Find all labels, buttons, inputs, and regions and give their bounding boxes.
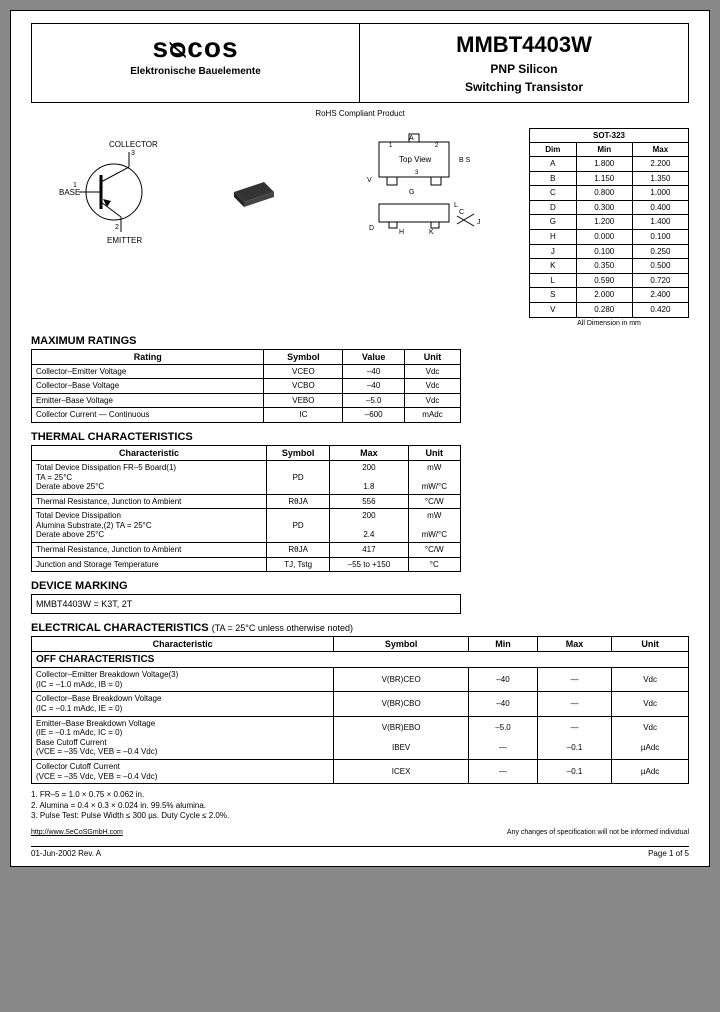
elec-table: Characteristic Symbol Min Max Unit OFF C… [31,636,689,784]
part-sub2: Switching Transistor [368,80,680,94]
svg-text:1: 1 [389,143,393,149]
table-row: Emitter–Base VoltageVEBO–5.0Vdc [32,393,461,408]
svg-text:A: A [409,135,414,142]
table-row: Collector–Emitter VoltageVCEO–40Vdc [32,364,461,379]
thermal-table: Characteristic Symbol Max Unit Total Dev… [31,445,461,572]
table-row: Junction and Storage TemperatureTJ, Tstg… [32,557,461,572]
package-outline-icon: Top View A B S V G 1 2 3 C D [339,132,489,254]
footer-page: Page 1 of 5 [648,849,689,858]
diagrams: COLLECTOR BASE EMITTER 3 1 2 [31,128,517,327]
table-row: Thermal Resistance, Junction to AmbientR… [32,543,461,558]
svg-text:C: C [459,209,464,216]
url: http://www.SeCoSGmbH.com [31,829,123,836]
elec-title: ELECTRICAL CHARACTERISTICS (TA = 25°C un… [31,622,689,634]
footnotes: 1. FR–5 = 1.0 × 0.75 × 0.062 in. 2. Alum… [31,790,689,821]
note-1: 1. FR–5 = 1.0 × 0.75 × 0.062 in. [31,790,689,800]
logo: sᴓcos [40,32,351,64]
svg-text:1: 1 [73,182,77,189]
marking-title: DEVICE MARKING [31,580,689,592]
svg-text:J: J [477,219,481,226]
table-row: Collector Cutoff Current (VCE = –35 Vdc,… [32,760,689,784]
table-row: Collector Current — ContinuousIC–600mAdc [32,408,461,423]
svg-text:BASE: BASE [59,188,80,197]
pkg-header-row: Dim Min Max [530,143,689,157]
table-row: V0.2800.420 [530,302,689,317]
datasheet-page: sᴓcos Elektronische Bauelemente MMBT4403… [10,10,710,867]
max-ratings-title: MAXIMUM RATINGS [31,335,689,347]
header-title-cell: MMBT4403W PNP Silicon Switching Transist… [360,24,688,102]
table-row: Emitter–Base Breakdown Voltage (IE = –0.… [32,716,689,759]
off-char-subhead: OFF CHARACTERISTICS [32,652,689,668]
thermal-title: THERMAL CHARACTERISTICS [31,431,689,443]
part-sub1: PNP Silicon [368,62,680,76]
table-row: D0.3000.400 [530,200,689,215]
table-row: S2.0002.400 [530,288,689,303]
disclaimer-row: http://www.SeCoSGmbH.com Any changes of … [31,829,689,836]
marking-box: MMBT4403W = K3T, 2T [31,594,461,614]
rohs-note: RoHS Compliant Product [31,109,689,118]
table-row: H0.0000.100 [530,229,689,244]
svg-text:Top View: Top View [399,155,432,164]
part-number: MMBT4403W [368,32,680,58]
table-row: B1.1501.350 [530,171,689,186]
table-row: Collector–Emitter Breakdown Voltage(3) (… [32,668,689,692]
pinout-diagram: COLLECTOR BASE EMITTER 3 1 2 [59,137,169,249]
svg-text:K: K [429,229,434,236]
svg-text:B S: B S [459,157,471,164]
logo-subtitle: Elektronische Bauelemente [40,66,351,77]
table-row: L0.5900.720 [530,273,689,288]
svg-text:D: D [369,225,374,232]
top-section: COLLECTOR BASE EMITTER 3 1 2 [31,128,689,327]
disclaimer: Any changes of specification will not be… [507,829,689,836]
svg-text:3: 3 [415,170,419,176]
table-row: A1.8002.200 [530,157,689,172]
svg-text:G: G [409,189,414,196]
note-2: 2. Alumina = 0.4 × 0.3 × 0.024 in. 99.5%… [31,801,689,811]
table-row: Thermal Resistance, Junction to AmbientR… [32,494,461,509]
transistor-symbol-icon: COLLECTOR BASE EMITTER 3 1 2 [59,137,169,247]
table-row: Collector–Base Breakdown Voltage (IC = –… [32,692,689,716]
svg-text:H: H [399,229,404,236]
table-row: G1.2001.400 [530,215,689,230]
package-dimensions-table: SOT-323 Dim Min Max A1.8002.200B1.1501.3… [529,128,689,327]
pkg-note: All Dimension in mm [529,320,689,327]
svg-text:V: V [367,177,372,184]
header-logo-cell: sᴓcos Elektronische Bauelemente [32,24,360,102]
pkg-title: SOT-323 [530,129,689,143]
svg-text:2: 2 [435,143,439,149]
table-header-row: Characteristic Symbol Max Unit [32,445,461,460]
svg-text:EMITTER: EMITTER [107,236,142,245]
table-row: Total Device Dissipation FR–5 Board(1) T… [32,460,461,494]
table-header-row: Rating Symbol Value Unit [32,349,461,364]
max-ratings-table: Rating Symbol Value Unit Collector–Emitt… [31,349,461,423]
svg-text:2: 2 [115,224,119,231]
svg-text:L: L [454,202,458,209]
svg-text:COLLECTOR: COLLECTOR [109,140,158,149]
table-header-row: Characteristic Symbol Min Max Unit [32,637,689,652]
note-3: 3. Pulse Test: Pulse Width ≤ 300 µs. Dut… [31,811,689,821]
diagram-area: COLLECTOR BASE EMITTER 3 1 2 [31,128,517,258]
package-3d-icon [224,167,284,219]
table-row: K0.3500.500 [530,259,689,274]
footer-date: 01-Jun-2002 Rev. A [31,849,101,858]
table-row: J0.1000.250 [530,244,689,259]
header: sᴓcos Elektronische Bauelemente MMBT4403… [31,23,689,103]
table-row: C0.8001.000 [530,186,689,201]
table-row: Total Device Dissipation Alumina Substra… [32,509,461,543]
svg-text:3: 3 [131,150,135,157]
page-footer: 01-Jun-2002 Rev. A Page 1 of 5 [31,846,689,858]
table-row: Collector–Base VoltageVCBO–40Vdc [32,379,461,394]
